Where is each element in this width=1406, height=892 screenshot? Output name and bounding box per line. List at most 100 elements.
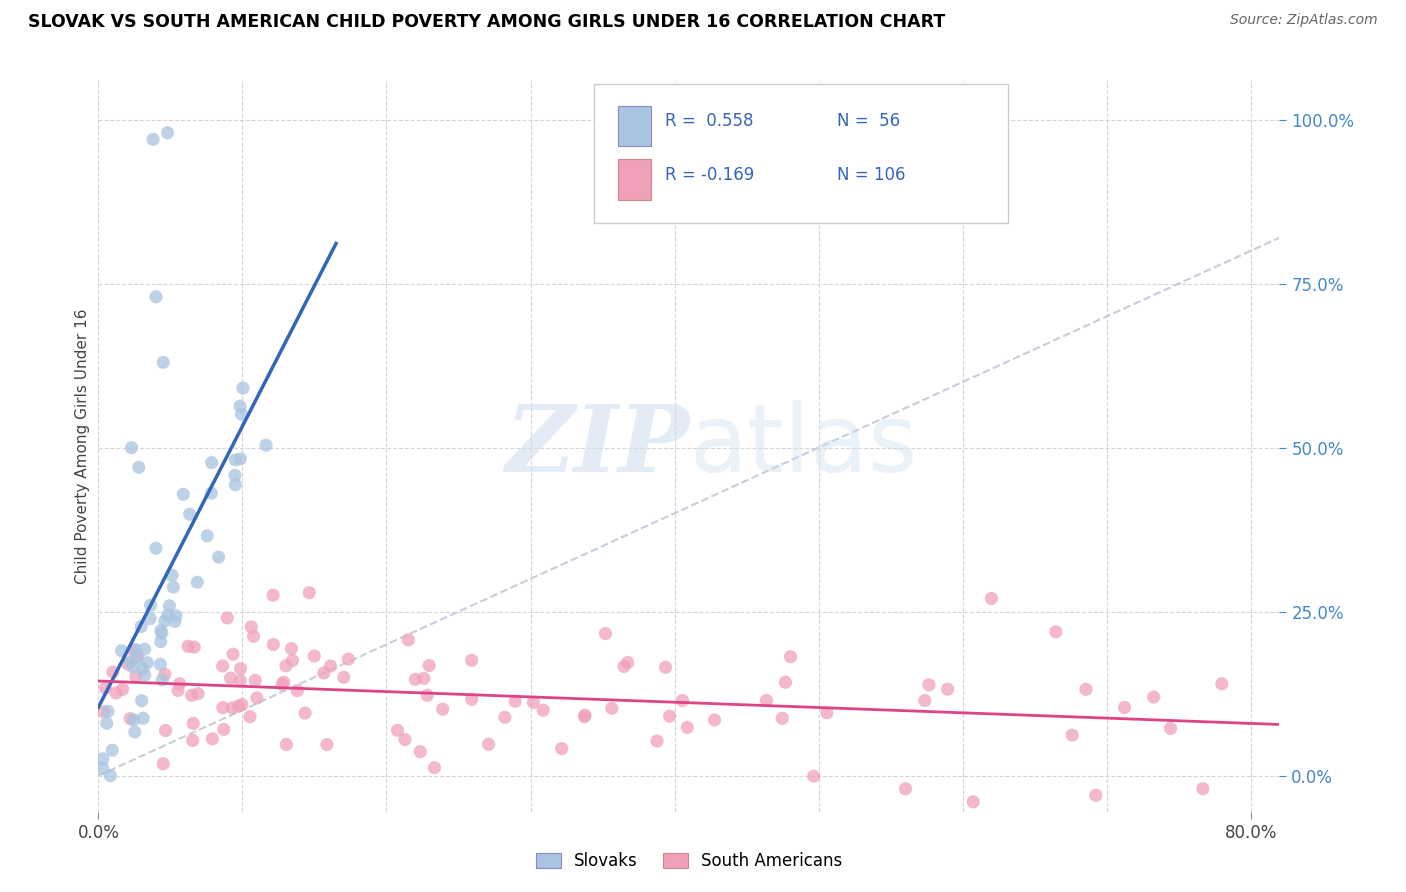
Bar — [619, 106, 651, 146]
Point — [221, 701, 243, 715]
Point — [98, 769, 121, 783]
Point — [201, 456, 224, 470]
Point — [207, 550, 229, 565]
Point — [770, 711, 793, 725]
Point — [409, 745, 432, 759]
Point — [217, 611, 239, 625]
Text: SLOVAK VS SOUTH AMERICAN CHILD POVERTY AMONG GIRLS UNDER 16 CORRELATION CHART: SLOVAK VS SOUTH AMERICAN CHILD POVERTY A… — [28, 13, 945, 31]
Point — [1084, 789, 1107, 803]
Point — [128, 460, 150, 475]
Point — [229, 451, 252, 466]
Point — [231, 407, 253, 421]
Point — [503, 694, 526, 708]
Point — [815, 706, 838, 720]
Point — [962, 795, 984, 809]
Point — [461, 692, 484, 706]
Point — [229, 673, 252, 688]
Text: R =  0.558: R = 0.558 — [665, 112, 754, 129]
Point — [177, 640, 200, 654]
Point — [156, 607, 179, 622]
Point — [172, 487, 194, 501]
Point — [127, 649, 149, 664]
Point — [245, 673, 267, 688]
Point — [134, 668, 156, 682]
Point — [132, 711, 155, 725]
Point — [122, 713, 145, 727]
Point — [162, 580, 184, 594]
Point — [120, 655, 142, 669]
Point — [231, 698, 253, 712]
Point — [332, 670, 354, 684]
Point — [200, 486, 222, 500]
Point — [167, 683, 190, 698]
Point — [613, 659, 636, 673]
Point — [232, 381, 254, 395]
Point — [271, 677, 294, 691]
Point — [595, 626, 617, 640]
Text: Source: ZipAtlas.com: Source: ZipAtlas.com — [1230, 13, 1378, 28]
Point — [755, 693, 778, 707]
Point — [242, 629, 264, 643]
Point — [460, 653, 482, 667]
Point — [574, 710, 596, 724]
Point — [285, 683, 308, 698]
Point — [163, 615, 186, 629]
Point — [153, 667, 176, 681]
Point — [142, 132, 165, 146]
Point — [131, 693, 153, 707]
Point — [531, 703, 554, 717]
Point — [195, 529, 218, 543]
Point — [150, 673, 173, 687]
Point — [574, 708, 596, 723]
Point — [239, 709, 262, 723]
Point — [1143, 690, 1166, 704]
Point — [224, 468, 246, 483]
Bar — [619, 160, 651, 200]
Point — [254, 438, 277, 452]
Point — [918, 678, 941, 692]
Point — [262, 638, 284, 652]
Point — [101, 743, 124, 757]
Point — [894, 781, 917, 796]
Point — [150, 626, 173, 640]
Point — [152, 756, 174, 771]
Point — [149, 657, 172, 672]
Point — [179, 508, 201, 522]
Point — [156, 126, 179, 140]
Point — [319, 659, 342, 673]
Point — [183, 640, 205, 654]
Point — [522, 695, 544, 709]
Text: R = -0.169: R = -0.169 — [665, 167, 755, 185]
Point — [136, 656, 159, 670]
Point — [803, 769, 825, 783]
Point — [980, 591, 1002, 606]
Point — [105, 686, 128, 700]
Point — [337, 652, 360, 666]
Point — [396, 632, 419, 647]
Point — [91, 761, 114, 775]
Point — [775, 675, 797, 690]
Point — [96, 716, 118, 731]
Point — [94, 681, 117, 695]
Text: N = 106: N = 106 — [837, 167, 905, 185]
Point — [658, 709, 681, 723]
Point — [160, 568, 183, 582]
Point — [312, 666, 335, 681]
Point — [246, 690, 269, 705]
Point — [93, 705, 115, 719]
Point — [298, 585, 321, 599]
Point — [228, 699, 250, 714]
Point — [169, 676, 191, 690]
Point — [152, 355, 174, 369]
Point — [117, 657, 139, 671]
Point — [134, 642, 156, 657]
Point — [219, 671, 242, 685]
Point — [616, 656, 638, 670]
Point — [240, 620, 263, 634]
Point — [477, 737, 499, 751]
Point — [600, 701, 623, 715]
Point — [423, 761, 446, 775]
Point — [387, 723, 409, 738]
Point — [145, 290, 167, 304]
Point — [181, 733, 204, 747]
